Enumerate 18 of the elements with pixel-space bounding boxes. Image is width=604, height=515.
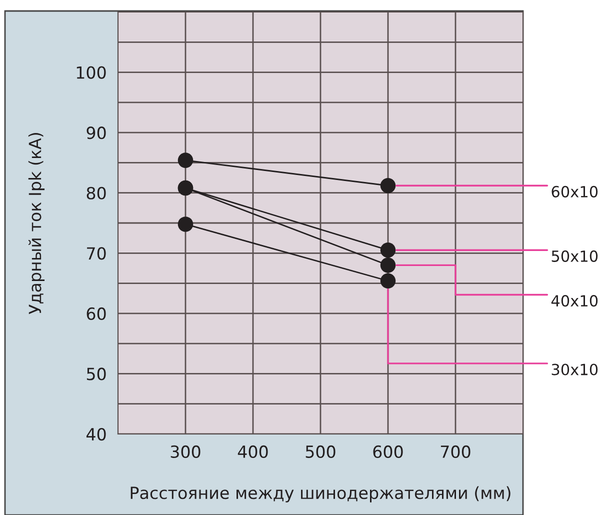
y-axis-title: Ударный ток Ipk (кА): [28, 133, 45, 314]
y-tick-label: 80: [86, 186, 106, 200]
text: 60x10: [552, 186, 598, 198]
x-axis-title: Расстояние между шинодержателями (мм): [130, 486, 510, 502]
x-tick-label: 400: [238, 445, 268, 458]
x-tick-label: 700: [440, 445, 470, 458]
text: 30x10: [552, 364, 598, 376]
y-tick-label: 40: [86, 428, 106, 441]
y-tick-label: 100: [76, 66, 106, 79]
x-tick-label: 600: [373, 445, 403, 458]
y-tick-label: 70: [87, 247, 106, 260]
y-tick-label: 50: [86, 368, 106, 380]
text: 40x10: [551, 295, 598, 307]
y-tick-label: 90: [86, 126, 106, 140]
y-tick-label: 60: [86, 307, 106, 320]
text: 50x10: [552, 250, 598, 262]
x-tick-label: 300: [170, 445, 200, 458]
x-tick-label: 500: [306, 445, 336, 458]
